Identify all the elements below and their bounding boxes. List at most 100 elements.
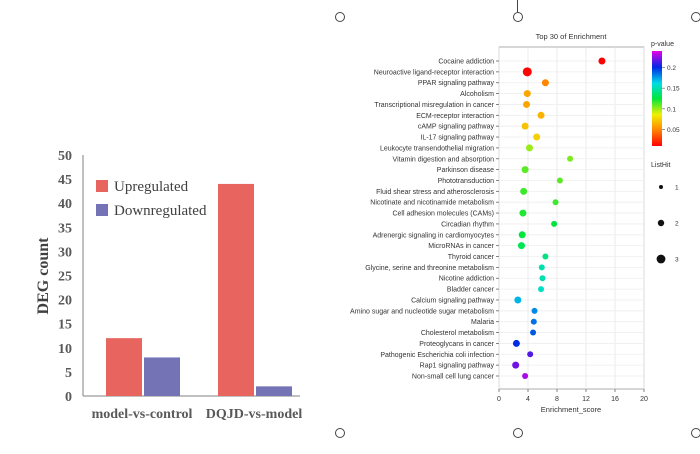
pathway-label: ECM-receptor interaction [416, 113, 494, 120]
y-tick-label: 0 [65, 390, 72, 405]
y-tick-label: 30 [58, 245, 72, 260]
pathway-label: PPAR signaling pathway [418, 80, 495, 87]
y-tick-label: 45 [58, 173, 72, 188]
pathway-label: IL-17 signaling pathway [420, 135, 494, 142]
enrichment-dot [538, 286, 545, 293]
pathway-label: Amino sugar and nucleotide sugar metabol… [350, 308, 494, 315]
size-legend-dot [657, 219, 665, 227]
pathway-label: Calcium signaling pathway [411, 297, 494, 304]
x-tick-label: 4 [526, 396, 530, 403]
y-tick-label: 20 [58, 294, 72, 309]
y-axis-title: DEG count [35, 237, 52, 315]
enrichment-dot [520, 187, 528, 195]
enrichment-dot [514, 296, 522, 304]
pathway-label: Rap1 signaling pathway [420, 363, 495, 370]
pathway-label: Nicotinate and nicotinamide metabolism [370, 200, 494, 207]
y-tick-label: 5 [65, 366, 72, 381]
pathway-label: Vitamin digestion and absorption [393, 156, 495, 163]
colorbar-tick-label: 0.1 [667, 106, 676, 113]
y-tick-label: 15 [58, 318, 72, 333]
size-legend-dot [656, 254, 666, 264]
pathway-label: Phototransduction [438, 178, 495, 185]
pathway-label: Non-small cell lung cancer [412, 374, 495, 381]
size-legend-title: ListHit [651, 162, 671, 169]
pathway-label: Malaria [471, 319, 494, 326]
dot-plot-x-title: Enrichment_score [541, 405, 601, 414]
selection-handle-bottom-right[interactable] [691, 428, 700, 438]
enrichment-dot [542, 253, 549, 260]
bar-upregulated-1 [218, 183, 254, 396]
selection-handle-top-right[interactable] [691, 12, 700, 22]
colorbar-tick-label: 0.15 [667, 86, 680, 93]
enrichment-dot [567, 155, 574, 162]
selection-handle-bottom-left[interactable] [335, 428, 345, 438]
enrichment-dot [527, 351, 534, 358]
enrichment-dot [525, 144, 533, 152]
selection-handle-bottom-middle[interactable] [513, 428, 523, 438]
enrichment-dot [530, 318, 537, 325]
x-tick-label: 0 [497, 396, 501, 403]
colorbar-tick-label: 0.05 [667, 127, 680, 134]
pathway-label: Alcoholism [460, 91, 494, 98]
pathway-label: Cocaine addiction [438, 59, 494, 66]
pathway-label: Fluid shear stress and atherosclerosis [376, 189, 494, 196]
deg-bar-chart: 0 5 10 15 20 25 30 35 40 45 50 DEG count model-vs-co… [35, 149, 302, 422]
pathway-label: Neuroactive ligand-receptor interaction [374, 69, 494, 76]
enrichment-dot [512, 339, 520, 347]
enrichment-dot [538, 264, 545, 271]
pathway-label: Bladder cancer [447, 287, 495, 294]
enrichment-dot [521, 122, 529, 130]
pvalue-colorbar [652, 51, 662, 146]
enrichment-dot [521, 166, 529, 174]
pathway-label: MicroRNAs in cancer [428, 243, 494, 250]
bar-downregulated-1 [256, 386, 292, 396]
pathway-label: cAMP signaling pathway [418, 124, 495, 131]
pathway-label: Transcriptional misregulation in cancer [374, 102, 494, 109]
enrichment-dot [519, 209, 527, 217]
pathway-label: Glycine, serine and threonine metabolism [365, 265, 494, 272]
pathway-label: Proteoglycans in cancer [419, 341, 494, 348]
enrichment-dot [541, 79, 549, 87]
enrichment-dot [523, 100, 531, 108]
colorbar-title: p-value [651, 41, 674, 48]
enrichment-dot [512, 361, 520, 369]
pathway-label: Nicotine addiction [439, 276, 494, 283]
pathway-label: Pathogenic Escherichia coli infection [380, 352, 494, 359]
enrichment-dot [537, 111, 545, 119]
size-legend-dot [659, 185, 663, 189]
y-tick-label: 25 [58, 270, 72, 285]
enrichment-dot [522, 373, 529, 379]
rotation-handle-line[interactable] [517, 0, 518, 12]
pathway-label: Leukocyte transendothelial migration [380, 145, 494, 152]
y-tick-label: 50 [58, 149, 72, 164]
x-tick-label: 20 [640, 396, 648, 403]
selection-handle-top-left[interactable] [335, 12, 345, 22]
size-legend-label: 2 [675, 221, 679, 228]
enrichment-dot [539, 275, 546, 282]
enrichment-dot [517, 242, 525, 250]
enrichment-dot [530, 329, 537, 336]
bar-downregulated-0 [144, 357, 180, 396]
enrichment-dot [551, 220, 558, 227]
enrichment-dot [598, 57, 606, 65]
x-tick-label: 16 [611, 396, 619, 403]
bar-upregulated-0 [106, 338, 142, 396]
legend-label: Upregulated [114, 179, 189, 195]
enrichment-dot [556, 177, 563, 184]
size-legend-label: 1 [675, 185, 679, 192]
y-tick-label: 40 [58, 197, 72, 212]
colorbar-tick-label: 0.2 [667, 65, 676, 72]
pathway-label: Circadian rhythm [441, 221, 494, 228]
pathway-label: Parkinson disease [437, 167, 494, 174]
legend-label: Downregulated [114, 203, 207, 219]
enrichment-dot [518, 231, 526, 239]
enrichment-dot [531, 307, 538, 314]
pathway-label: Cholesterol metabolism [421, 330, 494, 337]
dot-plot-title: Top 30 of Enrichment [536, 32, 608, 41]
plot-frame [498, 46, 645, 390]
size-legend-label: 3 [675, 257, 679, 264]
enrichment-dot [552, 199, 559, 206]
enrichment-dot [522, 67, 532, 77]
selection-handle-top-middle[interactable] [513, 12, 523, 22]
